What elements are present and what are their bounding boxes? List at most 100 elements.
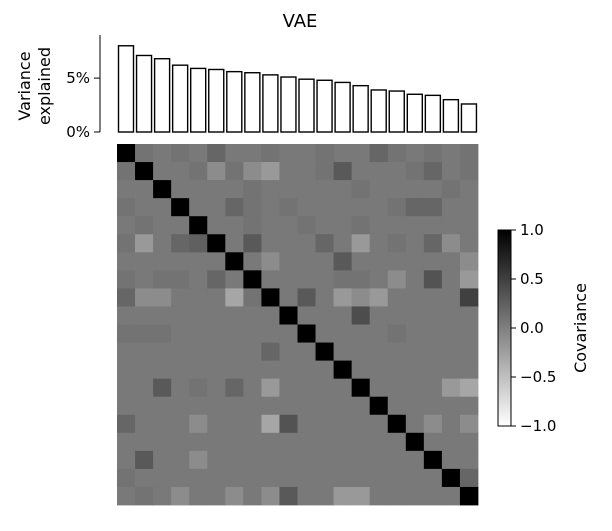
heatmap-cell-3-8 [261,198,280,217]
heatmap-cell-6-18 [441,252,461,271]
heatmap-cell-13-0 [117,378,136,398]
heatmap-cell-6-9 [279,252,298,271]
heatmap-cell-12-1 [135,360,154,380]
heatmap-cell-11-1 [135,342,154,361]
heatmap-cell-1-15 [387,162,407,181]
heatmap-cell-1-14 [369,162,389,181]
heatmap-cell-9-10 [297,306,316,325]
bar-19 [442,98,460,133]
heatmap-cell-12-16 [405,360,425,380]
heatmap-cell-7-0 [117,270,136,289]
heatmap-cell-2-7 [243,180,262,199]
heatmap-cell-4-14 [369,216,389,235]
heatmap-cell-10-12 [333,324,353,343]
heatmap-cell-6-15 [387,252,407,271]
heatmap-cell-4-8 [261,216,280,235]
heatmap-cell-12-12 [333,360,353,380]
heatmap-cell-11-2 [153,342,172,361]
heatmap-cell-0-5 [207,144,226,163]
heatmap-cell-19-2 [153,486,172,506]
heatmap-cell-8-12 [333,288,353,307]
heatmap-cell-3-2 [153,198,172,217]
heatmap-cell-4-16 [405,216,425,235]
heatmap-cell-11-0 [117,342,136,361]
heatmap-cell-0-9 [279,144,298,163]
heatmap-cell-5-16 [405,234,425,253]
heatmap-cell-0-7 [243,144,262,163]
heatmap-cell-13-7 [243,378,262,398]
heatmap-cell-18-16 [405,468,425,488]
heatmap-cell-0-15 [387,144,407,163]
heatmap-cell-12-18 [441,360,461,380]
heatmap-cell-5-19 [459,234,479,253]
heatmap-cell-17-8 [261,450,280,470]
heatmap-cell-19-15 [387,486,407,506]
heatmap-cell-1-11 [315,162,334,181]
heatmap-cell-8-14 [369,288,389,307]
heatmap-cell-7-7 [243,270,262,289]
heatmap-cell-7-13 [351,270,371,289]
heatmap-cell-8-3 [171,288,190,307]
heatmap-cell-14-6 [225,396,244,416]
heatmap-cell-10-10 [297,324,316,343]
heatmap-cell-5-5 [207,234,226,253]
heatmap-cell-16-15 [387,432,407,452]
heatmap-cell-15-1 [135,414,154,434]
heatmap-cell-14-15 [387,396,407,416]
heatmap-cell-4-15 [387,216,407,235]
heatmap-cell-8-6 [225,288,244,307]
colorbar-ticks: 1.0 0.5 0.0 −0.5 −1.0 [511,221,556,435]
bar-ylabel-line-2: explained [35,47,54,125]
heatmap-cell-3-1 [135,198,154,217]
heatmap-cell-1-16 [405,162,425,181]
heatmap-cell-18-6 [225,468,244,488]
heatmap-cell-2-2 [153,180,172,199]
heatmap-cell-3-4 [189,198,208,217]
heatmap-cell-2-18 [441,180,461,199]
heatmap-cell-12-17 [423,360,443,380]
heatmap-cell-16-10 [297,432,316,452]
heatmap-cell-19-9 [279,486,298,506]
heatmap-cell-5-8 [261,234,280,253]
heatmap-cell-14-12 [333,396,353,416]
heatmap-cell-13-17 [423,378,443,398]
heatmap-cell-13-6 [225,378,244,398]
heatmap-cell-12-0 [117,360,136,380]
heatmap-cell-1-5 [207,162,226,181]
heatmap-cell-14-13 [351,396,371,416]
heatmap-cell-15-13 [351,414,371,434]
bar-6 [208,68,225,133]
heatmap-cell-10-17 [423,324,443,343]
heatmap-cell-2-15 [387,180,407,199]
heatmap-cell-16-8 [261,432,280,452]
heatmap-cell-11-8 [261,342,280,361]
heatmap-cell-7-19 [459,270,479,289]
heatmap-cell-5-1 [135,234,154,253]
heatmap-cell-1-1 [135,162,154,181]
heatmap-cell-12-2 [153,360,172,380]
heatmap-cell-8-11 [315,288,334,307]
heatmap-cell-0-13 [351,144,371,163]
heatmap-cell-4-1 [135,216,154,235]
heatmap-cell-4-0 [117,216,136,235]
heatmap-cell-18-14 [369,468,389,488]
heatmap-cell-1-17 [423,162,443,181]
heatmap-cell-14-17 [423,396,443,416]
bar-16 [388,90,405,133]
heatmap-cell-9-7 [243,306,262,325]
heatmap-cell-8-16 [405,288,425,307]
heatmap-cell-15-8 [261,414,280,434]
heatmap-cell-1-10 [297,162,316,181]
heatmap-cell-5-4 [189,234,208,253]
heatmap-cell-14-14 [369,396,389,416]
heatmap-cell-7-15 [387,270,407,289]
heatmap-cell-18-12 [333,468,353,488]
heatmap-cell-6-5 [207,252,226,271]
heatmap-cell-14-1 [135,396,154,416]
heatmap-cell-18-7 [243,468,262,488]
heatmap-cell-7-1 [135,270,154,289]
heatmap-cell-15-10 [297,414,316,434]
heatmap-cell-10-18 [441,324,461,343]
heatmap-cell-19-4 [189,486,208,506]
heatmap-cell-15-9 [279,414,298,434]
